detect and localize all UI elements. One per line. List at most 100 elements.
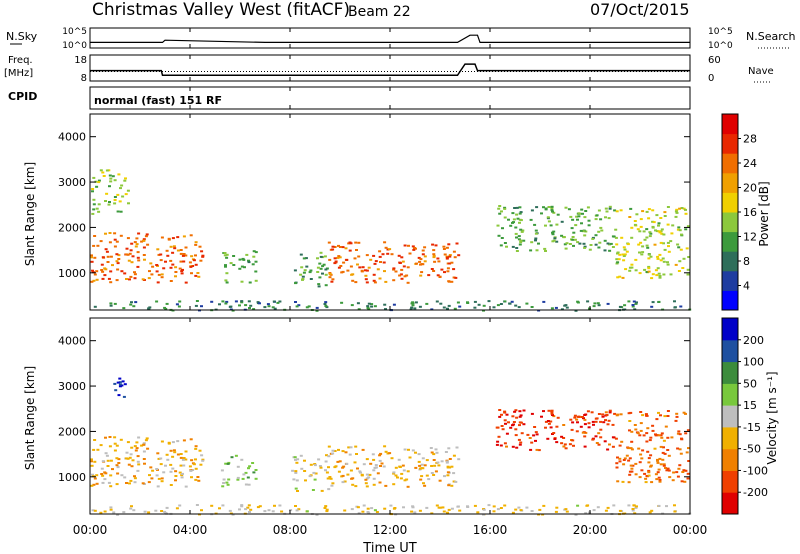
data-cell <box>443 271 446 274</box>
data-cell <box>580 222 583 225</box>
data-cell <box>190 255 194 258</box>
data-cell <box>519 241 523 244</box>
data-cell <box>365 254 369 257</box>
data-cell <box>594 435 598 438</box>
data-cell <box>194 241 198 244</box>
data-cell <box>420 463 424 466</box>
data-cell <box>432 249 436 252</box>
colorbar-swatch <box>722 318 738 341</box>
data-cell <box>164 512 168 514</box>
data-cell <box>447 243 451 246</box>
data-cell <box>446 511 449 514</box>
data-cell <box>487 300 491 303</box>
data-cell <box>134 245 138 248</box>
data-cell <box>137 232 141 235</box>
data-cell <box>643 238 647 241</box>
data-cell <box>678 433 682 436</box>
data-cell <box>623 248 627 251</box>
data-cell <box>365 458 369 461</box>
colorbar-tick-label: 16 <box>743 206 757 219</box>
data-cell <box>535 433 539 436</box>
data-cell <box>503 419 507 422</box>
data-cell <box>331 482 335 485</box>
data-cell <box>303 459 306 462</box>
data-cell <box>633 220 637 222</box>
data-cell <box>533 223 537 226</box>
data-cell <box>317 285 321 288</box>
data-cell <box>675 471 679 474</box>
x-tick-label: 00:00 <box>673 523 708 537</box>
data-cell <box>551 231 554 234</box>
data-cell <box>650 277 654 280</box>
colorbar-tick-label: 100 <box>743 356 764 369</box>
data-cell <box>333 262 337 265</box>
data-cell <box>455 446 459 449</box>
data-cell <box>583 423 587 426</box>
data-cell <box>166 458 170 461</box>
data-cell <box>649 232 653 235</box>
data-cell <box>522 239 526 242</box>
y-tick-label: 1000 <box>58 471 86 484</box>
data-cell <box>633 512 637 515</box>
data-cell <box>354 445 358 448</box>
data-cell <box>324 505 328 508</box>
data-cell <box>314 472 318 475</box>
data-cell <box>384 484 388 487</box>
data-cell <box>576 421 579 424</box>
data-cell <box>579 425 583 428</box>
data-cell <box>123 179 127 182</box>
data-cell <box>418 464 422 467</box>
data-cell <box>164 464 167 467</box>
data-cell <box>445 461 449 464</box>
data-cell <box>608 205 612 208</box>
data-cell <box>500 413 503 416</box>
freq-unit: [MHz] <box>4 68 33 79</box>
data-cell <box>452 276 456 279</box>
data-cell <box>684 469 688 472</box>
data-cell <box>670 232 674 235</box>
data-cell <box>421 457 425 460</box>
data-cell <box>324 301 328 304</box>
data-cell <box>500 425 504 427</box>
data-cell <box>628 470 632 473</box>
data-cell <box>373 281 377 284</box>
data-cell <box>406 281 410 284</box>
data-cell <box>190 459 194 462</box>
data-cell <box>616 456 619 459</box>
colorbar-swatch <box>722 212 738 233</box>
data-cell <box>678 260 682 263</box>
data-cell <box>354 485 358 488</box>
data-cell <box>116 472 120 475</box>
data-cell <box>408 456 412 459</box>
data-cell <box>627 459 631 462</box>
data-cell <box>445 460 449 463</box>
data-cell <box>347 446 351 449</box>
data-cell <box>626 243 630 246</box>
data-cell <box>661 458 665 461</box>
data-cell <box>517 306 521 309</box>
data-cell <box>679 452 683 455</box>
data-cell <box>398 274 402 277</box>
data-cell <box>658 480 662 483</box>
data-cell <box>562 236 566 239</box>
data-cell <box>659 463 663 466</box>
data-cell <box>319 466 323 469</box>
data-cell <box>353 461 357 464</box>
data-cell <box>116 210 120 213</box>
data-cell <box>420 263 424 266</box>
data-cell <box>339 265 343 267</box>
data-cell <box>356 263 359 266</box>
data-cell <box>318 276 322 279</box>
data-cell <box>634 462 638 465</box>
colorbar-tick-label: -15 <box>743 421 761 434</box>
data-cell <box>327 455 331 458</box>
data-cell <box>406 485 410 488</box>
data-cell <box>244 471 248 474</box>
data-cell <box>174 271 178 273</box>
data-cell <box>509 426 513 429</box>
data-cell <box>571 236 575 238</box>
data-cell <box>180 476 184 479</box>
data-cell <box>198 245 202 248</box>
data-cell <box>124 457 128 460</box>
data-cell <box>151 469 155 472</box>
